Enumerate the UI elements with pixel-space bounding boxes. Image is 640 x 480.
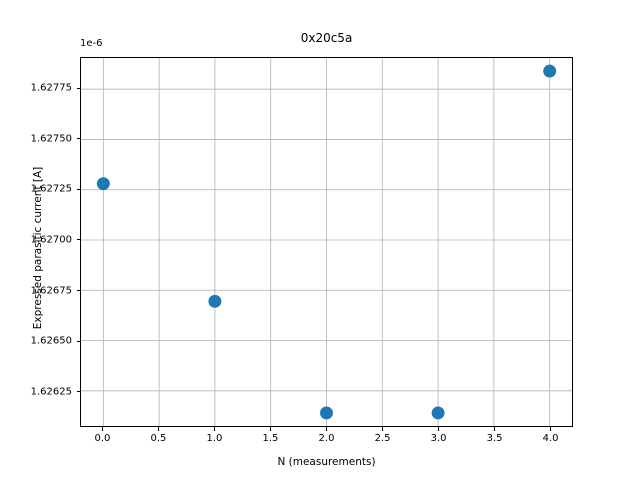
x-tick-mark — [269, 427, 271, 431]
plot-area — [80, 57, 573, 427]
y-tick-label: 1.62775 — [30, 82, 72, 94]
chart-title: 0x20c5a — [300, 31, 353, 45]
x-tick-label: 0.5 — [150, 433, 167, 444]
x-tick-label: 3.0 — [430, 433, 447, 444]
x-tick-label: 3.5 — [486, 433, 503, 444]
scatter-points — [96, 64, 557, 420]
y-tick-label: 1.62625 — [30, 386, 72, 398]
y-axis-offset-label: 1e-6 — [80, 38, 103, 49]
scatter-point — [96, 177, 110, 191]
scatter-point — [543, 64, 557, 78]
x-tick-mark — [494, 427, 496, 431]
x-tick-label: 1.5 — [262, 433, 279, 444]
x-tick-label: 2.0 — [318, 433, 335, 444]
x-tick-mark — [382, 427, 384, 431]
scatter-point — [320, 406, 333, 420]
x-axis-label: N (measurements) — [277, 456, 376, 468]
y-tick-label: 1.62675 — [30, 285, 72, 297]
x-tick-mark — [326, 427, 327, 431]
y-tick-label: 1.62725 — [30, 183, 72, 195]
y-tick-mark — [76, 87, 80, 89]
x-tick-label: 2.5 — [374, 433, 391, 444]
y-axis-label: Expressed parasitic current [A] — [32, 166, 44, 330]
y-tick-label: 1.62650 — [30, 335, 72, 347]
x-tick-mark — [550, 427, 552, 431]
x-tick-label: 4.0 — [542, 433, 559, 444]
x-tick-label: 0.0 — [94, 433, 111, 444]
y-tick-label: 1.62700 — [30, 234, 72, 246]
y-tick-mark — [76, 290, 80, 292]
x-tick-mark — [157, 427, 159, 431]
scatter-point — [208, 294, 222, 308]
y-tick-mark — [76, 188, 80, 190]
scatter-point — [431, 406, 445, 420]
y-tick-mark — [76, 340, 80, 342]
x-tick-mark — [213, 427, 215, 431]
x-tick-mark — [438, 427, 440, 431]
y-tick-mark — [76, 239, 80, 241]
y-tick-label: 1.62750 — [30, 133, 72, 145]
y-tick-mark — [76, 138, 80, 140]
y-tick-mark — [76, 391, 80, 393]
x-tick-mark — [101, 427, 103, 431]
x-tick-label: 1.0 — [206, 433, 223, 444]
grid-lines — [81, 58, 572, 426]
